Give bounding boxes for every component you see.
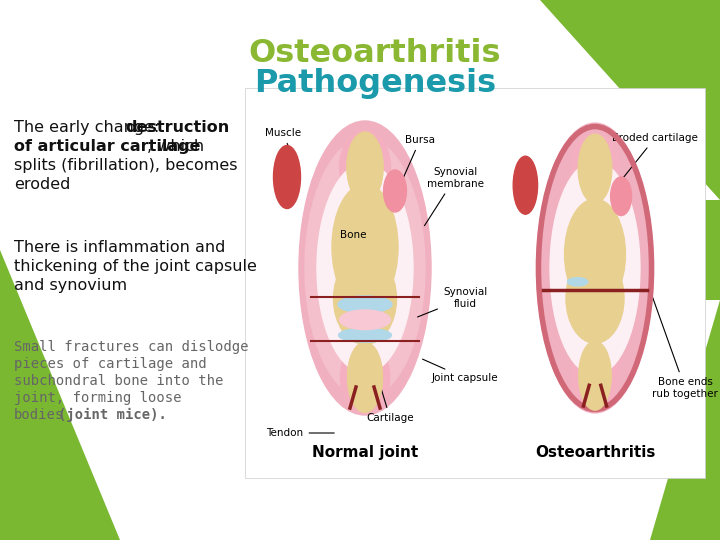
Text: Synovial
fluid: Synovial fluid	[418, 287, 487, 317]
Text: thickening of the joint capsule: thickening of the joint capsule	[14, 259, 257, 274]
Text: and synovium: and synovium	[14, 278, 127, 293]
Ellipse shape	[347, 132, 383, 202]
Text: Joint capsule: Joint capsule	[423, 359, 498, 383]
Polygon shape	[650, 300, 720, 540]
Polygon shape	[680, 200, 720, 300]
Ellipse shape	[317, 163, 413, 373]
Polygon shape	[0, 250, 120, 540]
Ellipse shape	[338, 296, 392, 313]
Ellipse shape	[348, 342, 382, 412]
Text: (joint mice).: (joint mice).	[58, 408, 167, 422]
Ellipse shape	[332, 184, 398, 310]
Text: destruction: destruction	[125, 120, 229, 135]
Text: eroded: eroded	[14, 177, 71, 192]
Text: Pathogenesis: Pathogenesis	[254, 68, 496, 99]
Text: There is inflammation and: There is inflammation and	[14, 240, 225, 255]
Ellipse shape	[513, 156, 538, 214]
Ellipse shape	[305, 138, 425, 397]
Text: Bone: Bone	[340, 230, 366, 240]
Text: Cartilage: Cartilage	[366, 370, 414, 423]
Text: joint, forming loose: joint, forming loose	[14, 391, 181, 405]
Polygon shape	[540, 0, 720, 200]
Ellipse shape	[341, 341, 390, 414]
Ellipse shape	[550, 161, 640, 375]
Text: The early change:: The early change:	[14, 120, 164, 135]
Ellipse shape	[338, 328, 392, 342]
Text: Muscle: Muscle	[265, 128, 301, 165]
Text: splits (fibrillation), becomes: splits (fibrillation), becomes	[14, 158, 238, 173]
Text: Eroded cartilage: Eroded cartilage	[597, 133, 698, 211]
Ellipse shape	[611, 177, 631, 215]
Ellipse shape	[299, 121, 431, 415]
Text: Synovial
membrane: Synovial membrane	[425, 167, 484, 226]
Ellipse shape	[340, 310, 390, 329]
Text: pieces of cartilage and: pieces of cartilage and	[14, 357, 207, 371]
Ellipse shape	[537, 123, 653, 413]
Ellipse shape	[348, 342, 382, 412]
Text: Osteoarthritis: Osteoarthritis	[535, 445, 655, 460]
Ellipse shape	[571, 133, 618, 205]
Text: Normal joint: Normal joint	[312, 445, 418, 460]
Text: of articular cartilage: of articular cartilage	[14, 139, 200, 154]
Ellipse shape	[340, 131, 390, 204]
Text: Osteoarthritis: Osteoarthritis	[248, 38, 501, 69]
Text: Bursa: Bursa	[402, 135, 435, 180]
Ellipse shape	[578, 134, 612, 203]
Ellipse shape	[566, 253, 624, 343]
Ellipse shape	[564, 199, 626, 309]
Ellipse shape	[274, 145, 300, 208]
FancyBboxPatch shape	[245, 88, 705, 478]
Text: bodies: bodies	[14, 408, 64, 422]
Ellipse shape	[347, 132, 383, 202]
Text: Tendon: Tendon	[266, 428, 334, 438]
Text: subchondral bone into the: subchondral bone into the	[14, 374, 223, 388]
Ellipse shape	[572, 340, 618, 411]
Ellipse shape	[567, 278, 588, 286]
Text: Bone ends
rub together: Bone ends rub together	[651, 293, 718, 399]
Text: , which: , which	[147, 139, 204, 154]
Text: Small fractures can dislodge: Small fractures can dislodge	[14, 340, 248, 354]
Ellipse shape	[333, 253, 397, 345]
Ellipse shape	[579, 341, 611, 410]
Ellipse shape	[384, 170, 406, 212]
